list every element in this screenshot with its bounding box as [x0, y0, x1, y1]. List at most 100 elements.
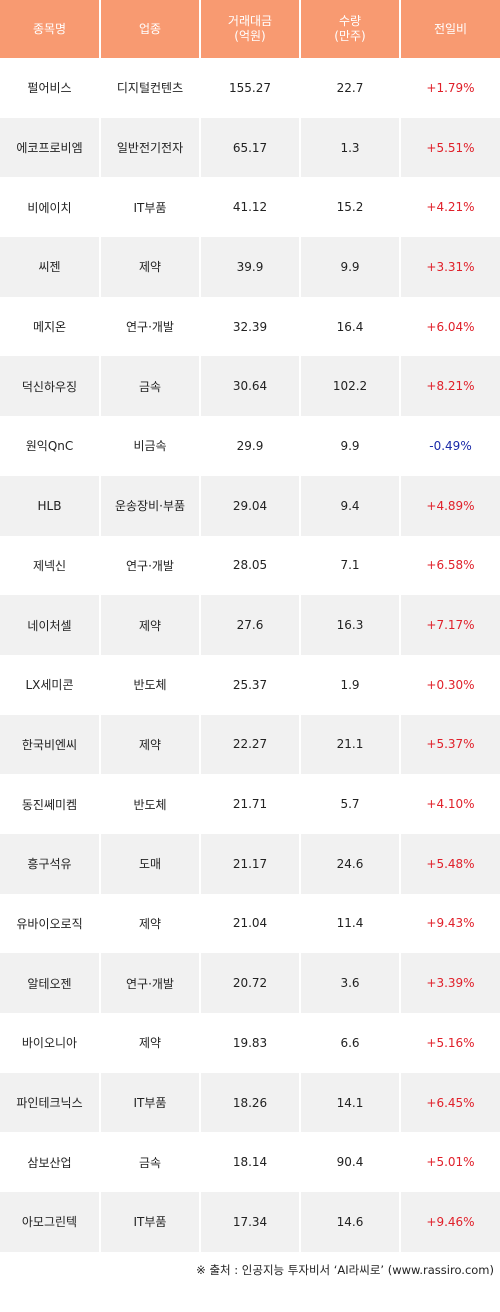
header-row: 종목명 업종 거래대금 (억원) 수량 (만주) 전일비	[0, 0, 500, 58]
price-change: +6.58%	[400, 535, 500, 596]
price-change: +4.10%	[400, 774, 500, 834]
trade-amount: 155.27	[200, 58, 301, 118]
stock-name: 아모그린텍	[0, 1192, 101, 1252]
trade-volume: 90.4	[300, 1132, 401, 1193]
trade-amount: 21.17	[200, 833, 301, 894]
trade-amount: 21.04	[200, 893, 301, 954]
price-change: +5.01%	[400, 1132, 500, 1193]
table-body: 펄어비스 디지털컨텐츠 155.27 22.7 +1.79% 에코프로비엠 일반전기전자 65…	[0, 58, 500, 1252]
price-change: +4.89%	[400, 475, 500, 536]
table-row: 비에이치 IT부품 41.12 15.2 +4.21%	[0, 177, 500, 238]
table-row: 씨젠 제약 39.9 9.9 +3.31%	[0, 237, 500, 297]
trade-amount: 18.14	[200, 1132, 301, 1193]
price-change: +3.31%	[400, 237, 500, 297]
stock-name: 에코프로비엠	[0, 117, 101, 178]
trade-volume: 9.9	[300, 416, 401, 476]
table-row: 동진쎄미켐 반도체 21.71 5.7 +4.10%	[0, 774, 500, 834]
price-change: -0.49%	[400, 416, 500, 476]
price-change: +3.39%	[400, 953, 500, 1013]
price-change: +5.51%	[400, 117, 500, 178]
trade-amount: 28.05	[200, 535, 301, 596]
price-change: +0.30%	[400, 654, 500, 715]
table-row: 한국비엔씨 제약 22.27 21.1 +5.37%	[0, 714, 500, 775]
trade-amount: 18.26	[200, 1072, 301, 1133]
table-row: 에코프로비엠 일반전기전자 65.17 1.3 +5.51%	[0, 117, 500, 178]
stock-sector: 제약	[100, 1013, 201, 1073]
price-change: +9.46%	[400, 1192, 500, 1252]
trade-amount: 19.83	[200, 1013, 301, 1073]
price-change: +5.48%	[400, 833, 500, 894]
trade-amount: 39.9	[200, 237, 301, 297]
header-name: 종목명	[0, 0, 101, 58]
trade-volume: 1.9	[300, 654, 401, 715]
table-row: HLB 운송장비·부품 29.04 9.4 +4.89%	[0, 475, 500, 536]
stock-table: 종목명 업종 거래대금 (억원) 수량 (만주) 전일비 펄어비스 디지털컨텐츠 155.27 2…	[0, 0, 500, 1252]
stock-sector: 반도체	[100, 654, 201, 715]
header-volume: 수량 (만주)	[300, 0, 401, 58]
header-volume-line: (만주)	[334, 29, 366, 43]
stock-name: HLB	[0, 475, 101, 536]
price-change: +6.04%	[400, 296, 500, 357]
trade-amount: 65.17	[200, 117, 301, 178]
stock-sector: 금속	[100, 356, 201, 417]
price-change: +6.45%	[400, 1072, 500, 1133]
stock-name: 비에이치	[0, 177, 101, 238]
stock-sector: 반도체	[100, 774, 201, 834]
table-row: 네이처셀 제약 27.6 16.3 +7.17%	[0, 595, 500, 655]
stock-sector: 일반전기전자	[100, 117, 201, 178]
trade-amount: 30.64	[200, 356, 301, 417]
trade-volume: 24.6	[300, 833, 401, 894]
stock-name: 파인테크닉스	[0, 1072, 101, 1133]
trade-amount: 29.04	[200, 475, 301, 536]
stock-name: 동진쎄미켐	[0, 774, 101, 834]
stock-sector: 연구·개발	[100, 296, 201, 357]
table-row: 삼보산업 금속 18.14 90.4 +5.01%	[0, 1132, 500, 1193]
stock-name: 덕신하우징	[0, 356, 101, 417]
trade-volume: 14.6	[300, 1192, 401, 1252]
stock-sector: 제약	[100, 237, 201, 297]
table-row: 유바이오로직 제약 21.04 11.4 +9.43%	[0, 893, 500, 954]
stock-name: 유바이오로직	[0, 893, 101, 954]
header-name-line: 종목명	[32, 21, 67, 36]
stock-sector: 제약	[100, 595, 201, 655]
price-change: +8.21%	[400, 356, 500, 417]
price-change: +5.37%	[400, 714, 500, 775]
trade-amount: 32.39	[200, 296, 301, 357]
stock-sector: 비금속	[100, 416, 201, 476]
price-change: +9.43%	[400, 893, 500, 954]
trade-amount: 27.6	[200, 595, 301, 655]
trade-amount: 22.27	[200, 714, 301, 775]
trade-volume: 9.9	[300, 237, 401, 297]
table-row: 제넥신 연구·개발 28.05 7.1 +6.58%	[0, 535, 500, 596]
trade-volume: 11.4	[300, 893, 401, 954]
trade-amount: 29.9	[200, 416, 301, 476]
trade-amount: 41.12	[200, 177, 301, 238]
stock-sector: 제약	[100, 714, 201, 775]
stock-name: 펄어비스	[0, 58, 101, 118]
stock-name: 제넥신	[0, 535, 101, 596]
trade-volume: 16.4	[300, 296, 401, 357]
table-row: 덕신하우징 금속 30.64 102.2 +8.21%	[0, 356, 500, 417]
trade-amount: 20.72	[200, 953, 301, 1013]
stock-name: 원익QnC	[0, 416, 101, 476]
source-note: ※ 출처 : 인공지능 투자비서 ‘AI라씨로’ (www.rassiro.co…	[196, 1263, 494, 1277]
trade-volume: 21.1	[300, 714, 401, 775]
stock-name: 흥구석유	[0, 833, 101, 894]
price-change: +4.21%	[400, 177, 500, 238]
trade-volume: 7.1	[300, 535, 401, 596]
stock-name: 네이처셀	[0, 595, 101, 655]
stock-sector: 연구·개발	[100, 535, 201, 596]
header-sector: 업종	[100, 0, 201, 58]
table-row: 아모그린텍 IT부품 17.34 14.6 +9.46%	[0, 1192, 500, 1252]
trade-amount: 17.34	[200, 1192, 301, 1252]
trade-volume: 16.3	[300, 595, 401, 655]
trade-amount: 25.37	[200, 654, 301, 715]
table-row: 메지온 연구·개발 32.39 16.4 +6.04%	[0, 296, 500, 357]
table-row: 펄어비스 디지털컨텐츠 155.27 22.7 +1.79%	[0, 58, 500, 118]
price-change: +1.79%	[400, 58, 500, 118]
stock-name: 한국비엔씨	[0, 714, 101, 775]
stock-sector: 도매	[100, 833, 201, 894]
stock-name: 메지온	[0, 296, 101, 357]
trade-volume: 5.7	[300, 774, 401, 834]
